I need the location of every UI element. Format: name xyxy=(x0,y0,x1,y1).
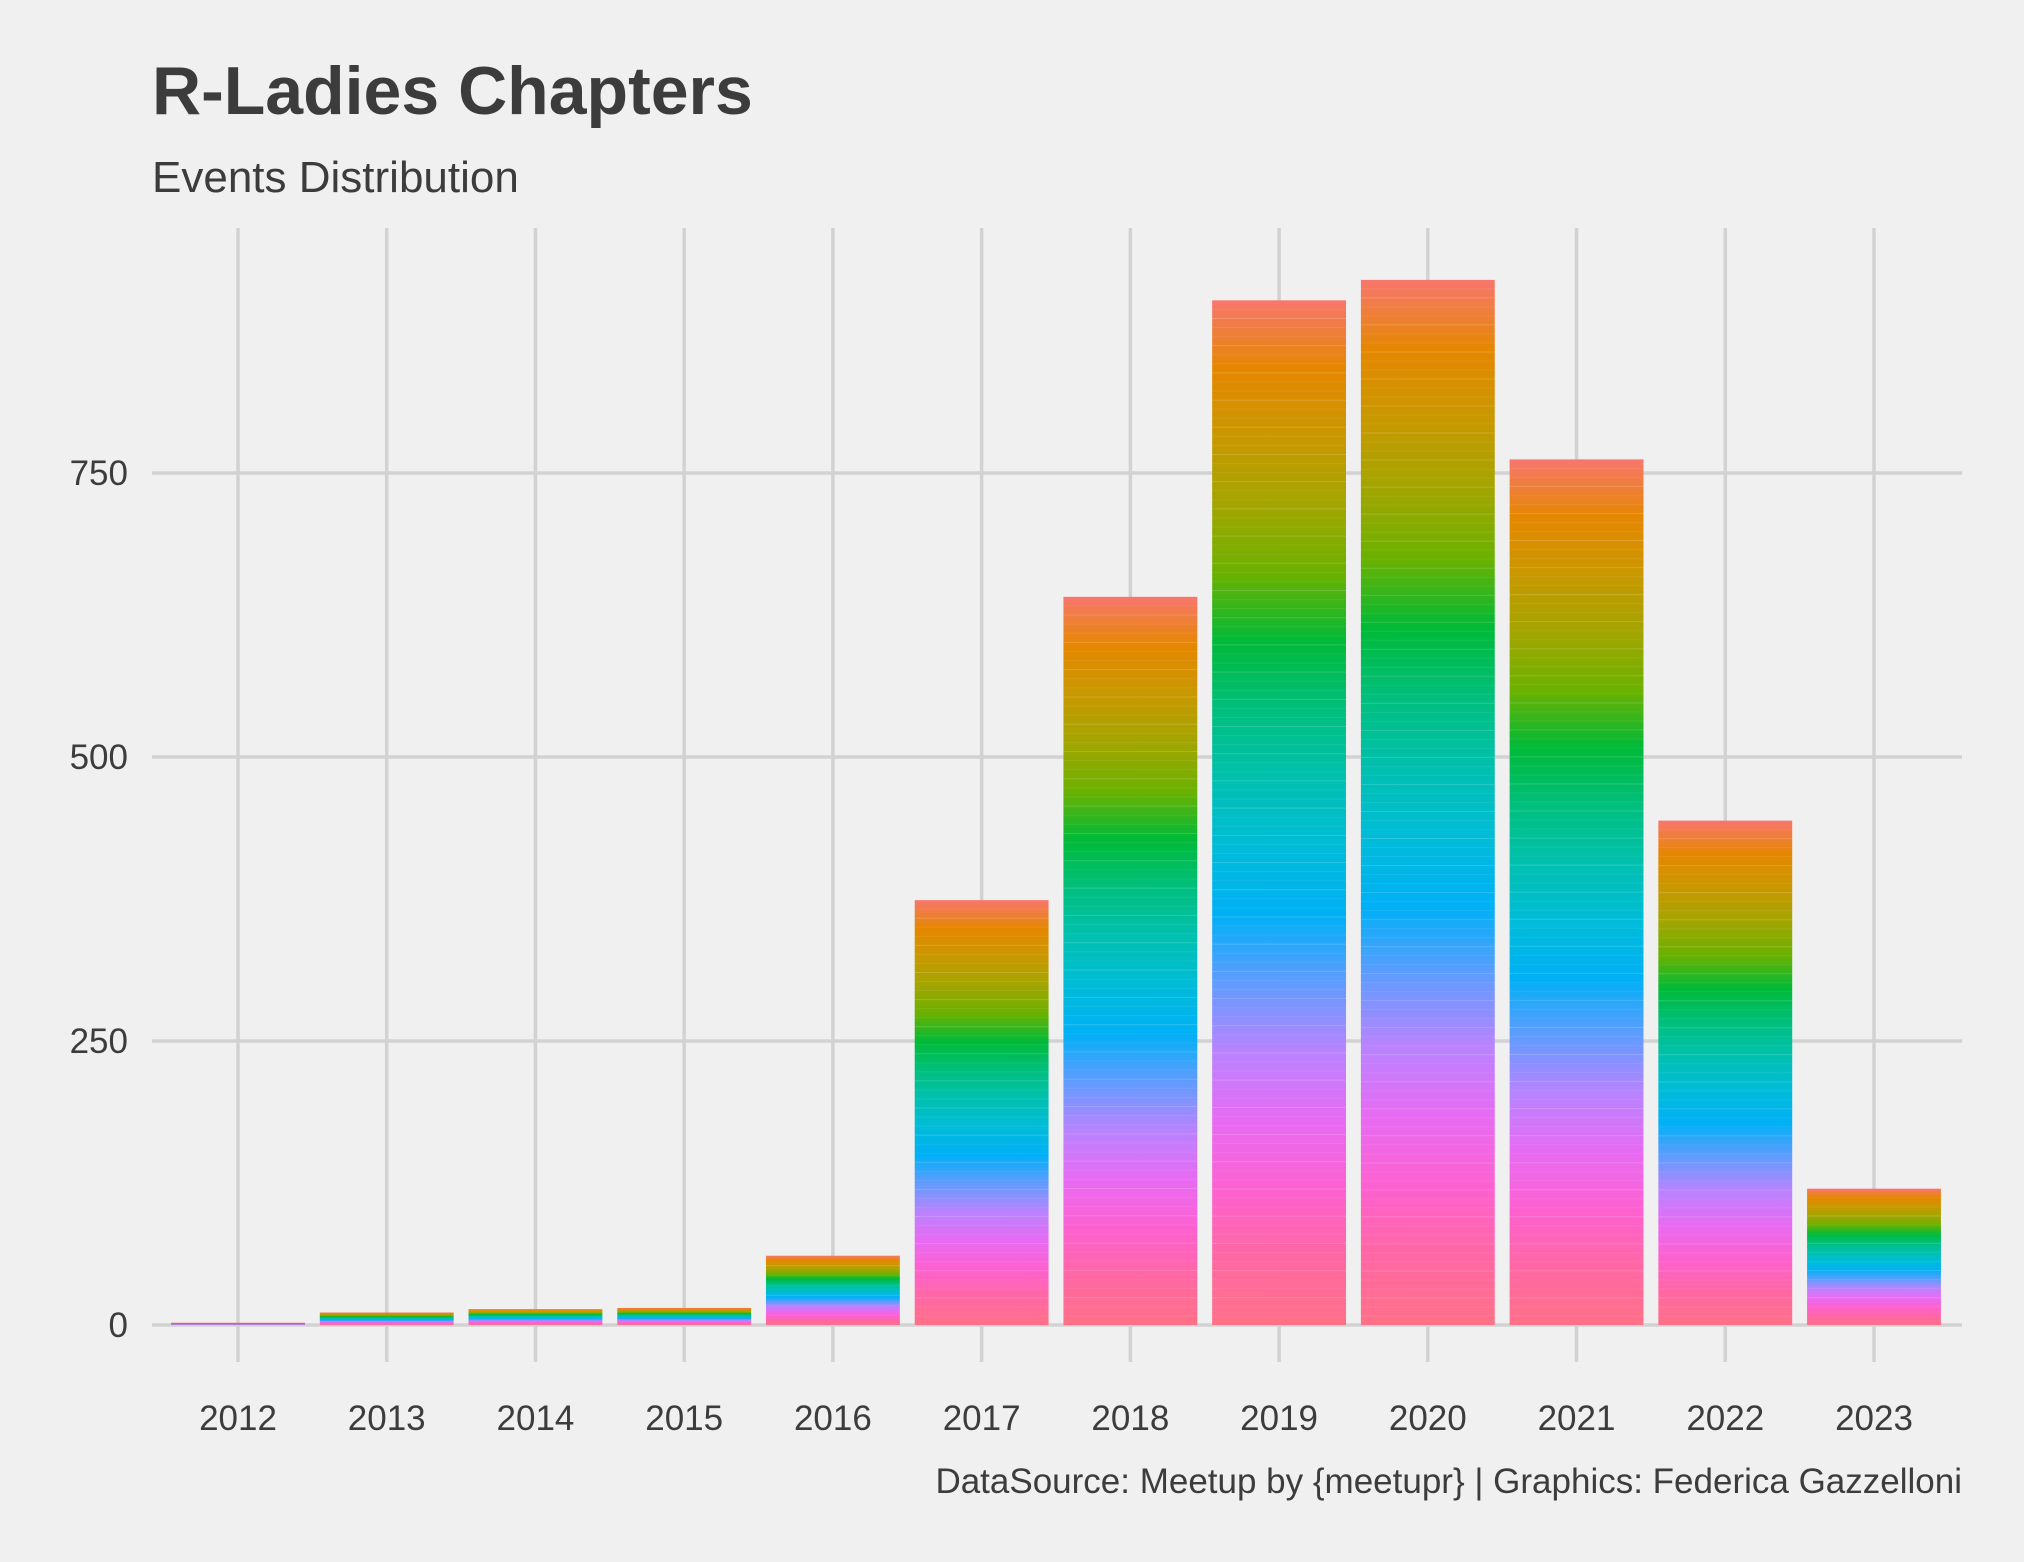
bar-2017 xyxy=(914,900,1049,1325)
x-tick-label: 2016 xyxy=(794,1399,872,1438)
x-tick-label: 2017 xyxy=(943,1399,1021,1438)
bar-2018 xyxy=(1063,596,1198,1325)
bar-2013 xyxy=(319,1312,454,1325)
x-tick-label: 2014 xyxy=(497,1399,575,1438)
bar-fill xyxy=(171,1322,305,1325)
bar-2021 xyxy=(1509,459,1644,1325)
x-tick-label: 2015 xyxy=(645,1399,723,1438)
chart-title: R-Ladies Chapters xyxy=(152,53,753,129)
bar-fill xyxy=(319,1312,454,1325)
bars xyxy=(171,279,1941,1325)
bar-fill xyxy=(1658,820,1793,1325)
y-axis: 0 250 500 750 xyxy=(70,454,128,1345)
bar-fill xyxy=(468,1309,603,1325)
bar-2014 xyxy=(468,1309,603,1325)
bar-fill xyxy=(617,1307,752,1325)
y-tick-label: 250 xyxy=(70,1022,128,1061)
y-tick-label: 500 xyxy=(70,738,128,777)
bar-2012 xyxy=(171,1322,305,1325)
bar-2016 xyxy=(765,1255,900,1325)
bar-fill xyxy=(1212,300,1347,1325)
bar-fill xyxy=(1360,279,1495,1325)
x-tick-label: 2019 xyxy=(1240,1399,1318,1438)
bar-2019 xyxy=(1212,300,1347,1325)
bar-fill xyxy=(914,900,1049,1325)
x-tick-label: 2021 xyxy=(1538,1399,1616,1438)
bar-fill xyxy=(1063,596,1198,1325)
bar-2015 xyxy=(617,1307,752,1325)
bar-fill xyxy=(1807,1188,1941,1325)
x-tick-label: 2020 xyxy=(1389,1399,1467,1438)
bar-fill xyxy=(765,1255,900,1325)
bar-2020 xyxy=(1360,279,1495,1325)
chart-subtitle: Events Distribution xyxy=(152,153,519,202)
y-tick-label: 750 xyxy=(70,454,128,493)
bar-2023 xyxy=(1807,1188,1941,1325)
bar-2022 xyxy=(1658,820,1793,1325)
x-tick-label: 2012 xyxy=(199,1399,277,1438)
x-tick-label: 2018 xyxy=(1091,1399,1169,1438)
x-tick-label: 2022 xyxy=(1686,1399,1764,1438)
x-axis: 2012 2013 2014 2015 2016 2017 2018 2019 2020 2021… xyxy=(199,1399,1913,1438)
y-tick-label: 0 xyxy=(109,1306,128,1345)
bar-fill xyxy=(1509,459,1644,1325)
x-tick-label: 2023 xyxy=(1835,1399,1913,1438)
x-tick-label: 2013 xyxy=(348,1399,426,1438)
chart-caption: DataSource: Meetup by {meetupr} | Graphi… xyxy=(935,1462,1962,1501)
